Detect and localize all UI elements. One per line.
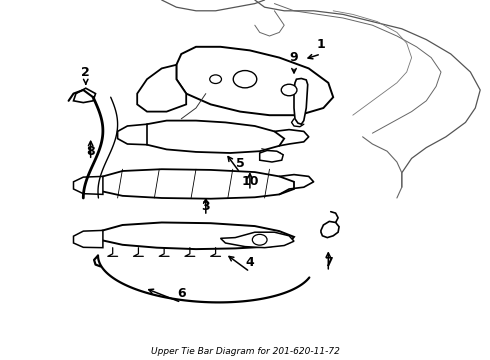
Circle shape (233, 71, 257, 88)
Polygon shape (176, 47, 333, 115)
Text: 1: 1 (317, 39, 325, 51)
Text: 6: 6 (177, 287, 186, 300)
Text: 7: 7 (324, 256, 333, 269)
Polygon shape (137, 121, 284, 153)
Text: 10: 10 (241, 175, 259, 188)
Polygon shape (294, 78, 308, 124)
Text: 5: 5 (236, 157, 245, 170)
Polygon shape (74, 230, 103, 248)
Circle shape (281, 84, 297, 96)
Polygon shape (220, 232, 294, 248)
Text: 8: 8 (86, 145, 95, 158)
Polygon shape (93, 169, 294, 199)
Polygon shape (118, 124, 147, 145)
Polygon shape (74, 176, 103, 194)
Text: Upper Tie Bar Diagram for 201-620-11-72: Upper Tie Bar Diagram for 201-620-11-72 (150, 347, 340, 356)
Polygon shape (93, 222, 294, 249)
Text: 9: 9 (290, 51, 298, 64)
Polygon shape (74, 88, 96, 103)
Polygon shape (321, 221, 339, 238)
Text: 4: 4 (245, 256, 254, 269)
Circle shape (210, 75, 221, 84)
Circle shape (252, 234, 267, 245)
Text: 2: 2 (81, 66, 90, 78)
Text: 3: 3 (201, 201, 210, 213)
Polygon shape (260, 150, 283, 162)
Polygon shape (137, 65, 186, 112)
